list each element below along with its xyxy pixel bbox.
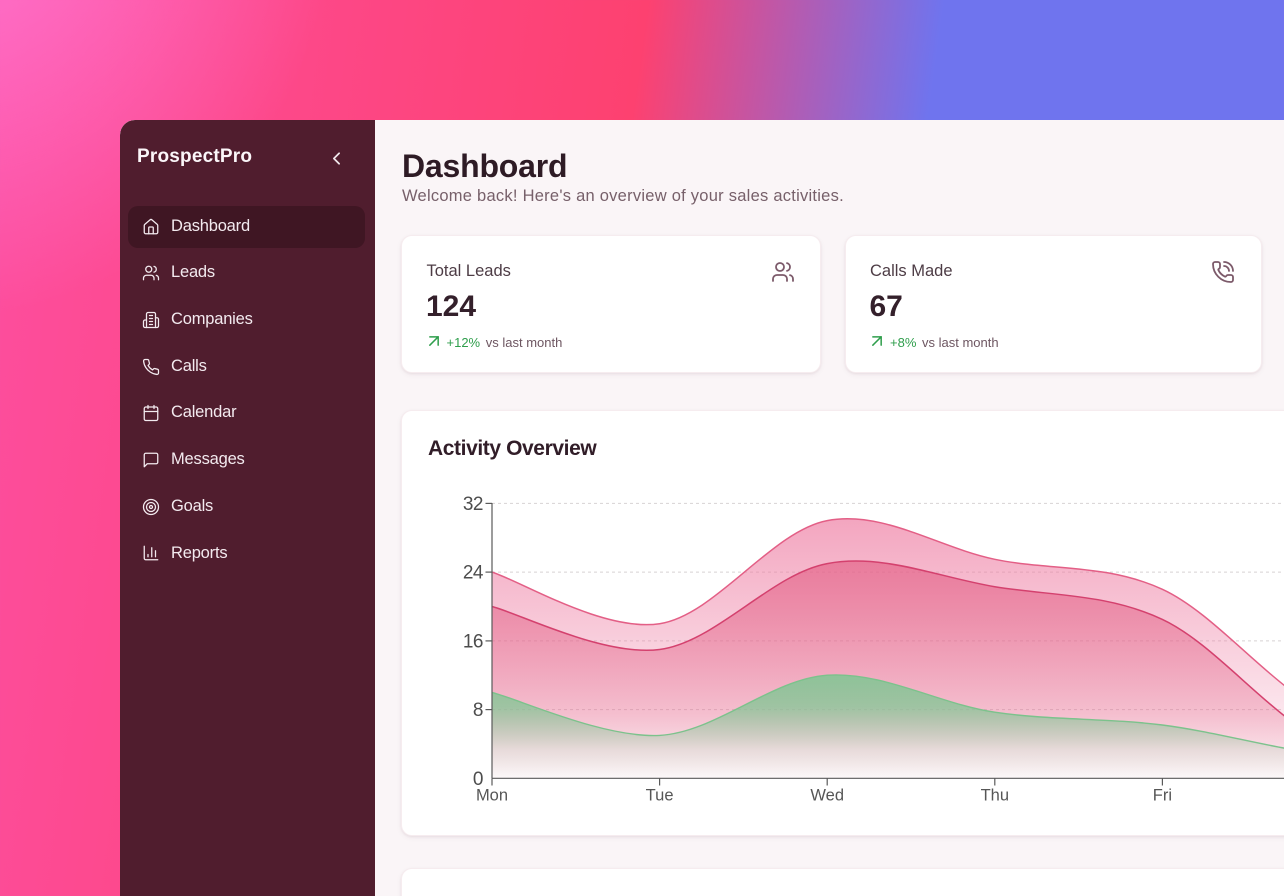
svg-text:16: 16: [463, 631, 483, 652]
svg-text:Tue: Tue: [646, 786, 674, 804]
svg-text:0: 0: [473, 769, 483, 790]
svg-text:Thu: Thu: [981, 786, 1009, 804]
svg-text:Fri: Fri: [1153, 786, 1172, 804]
svg-text:Mon: Mon: [476, 786, 508, 804]
svg-text:Wed: Wed: [810, 786, 844, 804]
svg-text:8: 8: [473, 700, 483, 721]
svg-text:24: 24: [463, 562, 484, 583]
svg-text:32: 32: [463, 494, 483, 515]
